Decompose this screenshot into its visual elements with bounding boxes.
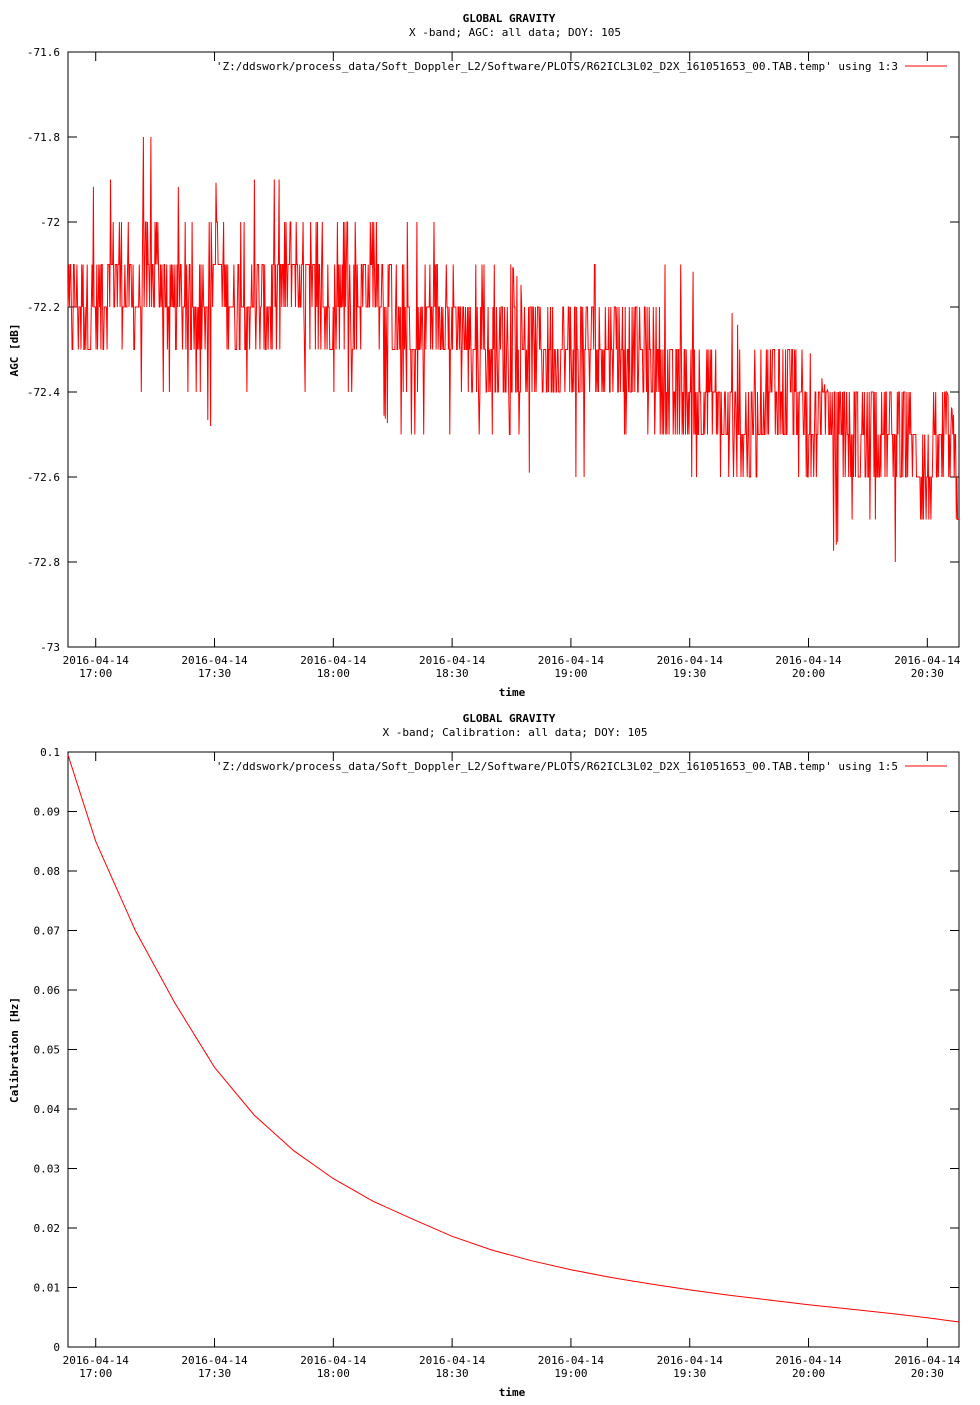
x-tick-label-time: 18:30 bbox=[436, 667, 469, 680]
y-tick-label: -72.6 bbox=[27, 471, 60, 484]
chart-subtitle: X -band; AGC: all data; DOY: 105 bbox=[409, 26, 621, 39]
x-tick-label-time: 18:00 bbox=[317, 1367, 350, 1380]
y-tick-label: -73 bbox=[40, 641, 60, 654]
x-tick-label-date: 2016-04-14 bbox=[894, 1354, 961, 1367]
x-tick-label-time: 19:30 bbox=[673, 1367, 706, 1380]
y-tick-label: 0.08 bbox=[34, 865, 61, 878]
x-tick-label-date: 2016-04-14 bbox=[63, 1354, 130, 1367]
x-tick-label-date: 2016-04-14 bbox=[63, 654, 130, 667]
x-tick-label-time: 17:30 bbox=[198, 667, 231, 680]
series-agc bbox=[67, 136, 959, 563]
x-tick-label-date: 2016-04-14 bbox=[657, 654, 724, 667]
y-tick-label: -71.8 bbox=[27, 131, 60, 144]
chart-agc: GLOBAL GRAVITY X -band; AGC: all data; D… bbox=[8, 12, 961, 699]
x-tick-label-time: 19:00 bbox=[554, 1367, 587, 1380]
y-axis-ticks: 0.1 0.09 0.08 0.07 0.06 0.05 0.04 0.03 0.02 0.01 0 bbox=[34, 746, 959, 1354]
x-axis-ticks: 2016-04-1417:002016-04-1417:302016-04-14… bbox=[63, 752, 961, 1380]
x-axis-label: time bbox=[499, 686, 526, 699]
y-tick-label: 0 bbox=[53, 1341, 60, 1354]
x-tick-label-date: 2016-04-14 bbox=[181, 654, 248, 667]
x-tick-label-time: 18:30 bbox=[436, 1367, 469, 1380]
x-tick-label-date: 2016-04-14 bbox=[419, 1354, 486, 1367]
y-tick-label: 0.03 bbox=[34, 1163, 61, 1176]
x-tick-label-date: 2016-04-14 bbox=[775, 654, 842, 667]
x-tick-label-date: 2016-04-14 bbox=[300, 1354, 367, 1367]
x-tick-label-date: 2016-04-14 bbox=[300, 654, 367, 667]
y-tick-label: 0.02 bbox=[34, 1222, 61, 1235]
x-axis-label: time bbox=[499, 1386, 526, 1399]
x-tick-label-date: 2016-04-14 bbox=[657, 1354, 724, 1367]
x-tick-label-time: 20:00 bbox=[792, 667, 825, 680]
y-tick-label: -72.8 bbox=[27, 556, 60, 569]
y-tick-label: 0.07 bbox=[34, 925, 61, 938]
y-tick-label: 0.06 bbox=[34, 984, 61, 997]
y-tick-label: -72.4 bbox=[27, 386, 60, 399]
y-tick-label: -72.2 bbox=[27, 301, 60, 314]
x-tick-label-date: 2016-04-14 bbox=[894, 654, 961, 667]
x-tick-label-time: 20:30 bbox=[911, 1367, 944, 1380]
chart-title: GLOBAL GRAVITY bbox=[463, 12, 556, 25]
legend-label: 'Z:/ddswork/process_data/Soft_Doppler_L2… bbox=[216, 760, 898, 773]
series-line bbox=[67, 754, 960, 1323]
chart-title: GLOBAL GRAVITY bbox=[463, 712, 556, 725]
legend-label: 'Z:/ddswork/process_data/Soft_Doppler_L2… bbox=[216, 60, 898, 73]
plot-area-border bbox=[67, 751, 960, 1348]
y-tick-label: -71.6 bbox=[27, 46, 60, 59]
y-axis-label: AGC [dB] bbox=[8, 324, 21, 377]
series-calibration bbox=[67, 754, 960, 1323]
y-axis-label: Calibration [Hz] bbox=[8, 997, 21, 1103]
x-tick-label-date: 2016-04-14 bbox=[419, 654, 486, 667]
x-tick-label-date: 2016-04-14 bbox=[538, 654, 605, 667]
x-tick-label-date: 2016-04-14 bbox=[775, 1354, 842, 1367]
x-tick-label-time: 17:30 bbox=[198, 1367, 231, 1380]
y-tick-label: 0.05 bbox=[34, 1044, 61, 1057]
plot-area-border bbox=[67, 51, 960, 648]
y-tick-label: -72 bbox=[40, 216, 60, 229]
x-axis-ticks: 2016-04-1417:002016-04-1417:302016-04-14… bbox=[63, 52, 961, 680]
x-tick-label-time: 20:00 bbox=[792, 1367, 825, 1380]
x-tick-label-date: 2016-04-14 bbox=[538, 1354, 605, 1367]
chart-calibration: GLOBAL GRAVITY X -band; Calibration: all… bbox=[8, 712, 961, 1399]
x-tick-label-time: 17:00 bbox=[79, 667, 112, 680]
series-line bbox=[67, 136, 959, 563]
y-tick-label: 0.04 bbox=[34, 1103, 61, 1116]
x-tick-label-time: 19:00 bbox=[554, 667, 587, 680]
y-tick-label: 0.09 bbox=[34, 806, 61, 819]
chart-subtitle: X -band; Calibration: all data; DOY: 105 bbox=[383, 726, 648, 739]
y-tick-label: 0.1 bbox=[40, 746, 60, 759]
y-tick-label: 0.01 bbox=[34, 1282, 61, 1295]
x-tick-label-time: 19:30 bbox=[673, 667, 706, 680]
x-tick-label-date: 2016-04-14 bbox=[181, 1354, 248, 1367]
x-tick-label-time: 17:00 bbox=[79, 1367, 112, 1380]
x-tick-label-time: 18:00 bbox=[317, 667, 350, 680]
x-tick-label-time: 20:30 bbox=[911, 667, 944, 680]
